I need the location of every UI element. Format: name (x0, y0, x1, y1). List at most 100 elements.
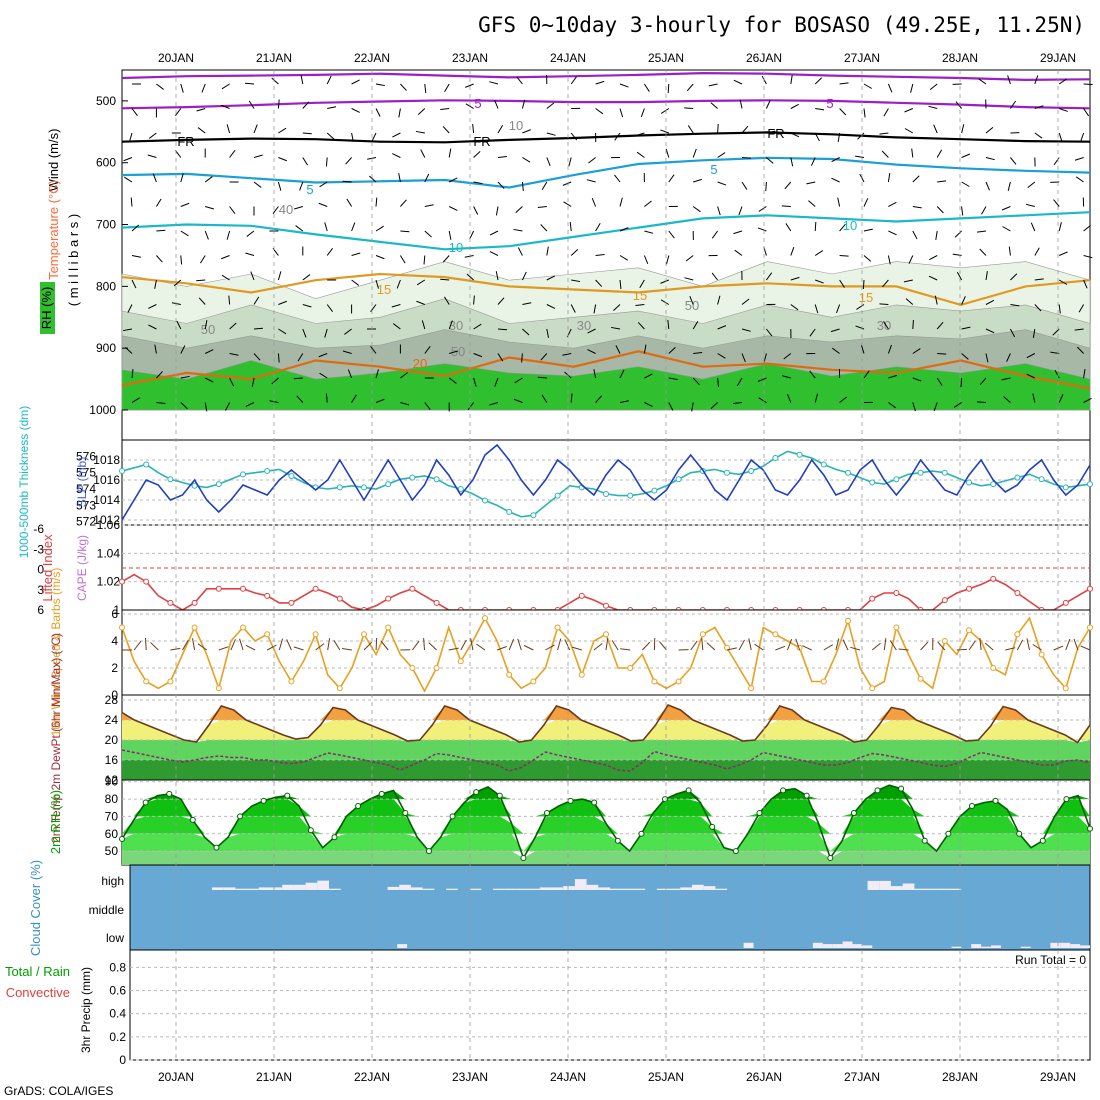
wind-barb (570, 393, 573, 403)
rh2m-point (142, 799, 149, 806)
thickness-point (191, 482, 198, 489)
wind10-barb (641, 641, 651, 651)
wind-barb (935, 230, 938, 240)
wind10-point (893, 624, 900, 631)
wind-barb (351, 79, 360, 85)
wind-barb (912, 230, 918, 240)
wind-barb (370, 304, 377, 312)
wind-barb (204, 377, 214, 383)
wind-barb (1025, 203, 1035, 207)
wind-barb (1010, 304, 1020, 307)
wind-barb (131, 279, 137, 289)
wind-barb (888, 374, 898, 379)
wind-barb (521, 271, 527, 281)
wind-barb (562, 181, 572, 186)
wind-barb (324, 222, 328, 232)
wind-barb (1001, 377, 1011, 381)
wind-barb (319, 181, 328, 188)
rh2m-point (756, 809, 763, 816)
cloud-bar-low (951, 946, 962, 948)
wind-barb (156, 83, 164, 90)
wind10-point (554, 624, 561, 631)
cloud-bar-high (504, 888, 517, 890)
wind-barb (351, 132, 354, 142)
wind-barb (473, 353, 483, 358)
thickness-point (336, 484, 343, 491)
wind-barb (928, 105, 938, 109)
wind-barb (929, 83, 938, 91)
wind10-point (1014, 631, 1021, 638)
wind-barb (180, 230, 189, 237)
ytick-left: 575 (76, 466, 96, 480)
date-label-bottom: 24JAN (550, 1070, 586, 1084)
rh2m-point (945, 830, 952, 837)
ytick-li: 6 (37, 603, 44, 617)
wind-barb (449, 350, 458, 354)
wind10-barb (605, 638, 609, 651)
wind-barb (790, 276, 800, 281)
wind-barb (562, 353, 572, 356)
wind10-point (215, 685, 222, 692)
wind-barb (278, 328, 287, 335)
wind-barb (204, 176, 213, 183)
wind-barb (809, 328, 816, 337)
wind-barb (180, 83, 184, 93)
ylabel-cape: CAPE (J/kg) (75, 535, 89, 601)
panel-cloud-cover: high middle low Cloud Cover (%) (28, 860, 1091, 956)
cloud-bar-low (812, 942, 823, 948)
wind-barb (540, 353, 548, 361)
wind-barb (912, 175, 920, 183)
cloud-level-label: low (106, 931, 124, 945)
wind-barb (1026, 353, 1036, 359)
ytick-label: 16 (105, 753, 119, 767)
cape-point (869, 595, 876, 602)
wind10-barb (690, 640, 698, 651)
wind10-point (530, 678, 537, 685)
wind-barb (934, 295, 938, 305)
wind-barb (883, 108, 889, 117)
cloud-bar-high (598, 887, 610, 890)
wind-barb (180, 345, 186, 354)
wind-barb (250, 271, 255, 281)
wind10-barb (341, 648, 352, 651)
wind-barb (546, 275, 556, 281)
date-label-top: 22JAN (354, 51, 390, 65)
cloud-bar-high (422, 888, 435, 890)
wind-barb (961, 206, 964, 216)
wind-barb (912, 206, 922, 209)
wind-barb (466, 273, 474, 281)
ytick-li: -3 (33, 542, 44, 556)
wind10-barb (523, 645, 534, 651)
thickness-point (966, 479, 972, 486)
wind-barb (831, 177, 840, 183)
wind-barb (1027, 181, 1036, 189)
wind10-barb (659, 641, 667, 651)
wind-barb (814, 250, 824, 256)
wind-barb (131, 255, 141, 258)
ytick-left: 572 (76, 515, 96, 529)
wind10-point (506, 671, 513, 678)
wind-barb (375, 108, 381, 117)
cape-point (409, 585, 416, 592)
wind10-barb (266, 644, 277, 651)
cloud-bar-high (410, 887, 423, 890)
cloud-bar-high (668, 888, 681, 890)
wind10-barb (968, 640, 976, 651)
wind10-point (941, 638, 948, 645)
thickness-point (264, 468, 271, 475)
wind-barb (1010, 157, 1017, 165)
dewpt-line (121, 749, 1091, 772)
cape-point (119, 578, 125, 585)
wind-barb (131, 397, 140, 403)
wind10-barb (593, 643, 603, 651)
wind-barb (277, 99, 280, 109)
cloud-bar-high (574, 879, 587, 890)
wind-barb (717, 152, 726, 158)
wind-barb (391, 304, 401, 308)
wind-barb (1008, 246, 1011, 256)
wind-barb (440, 278, 450, 281)
ytick-label: 1000 (89, 403, 116, 417)
date-label-bottom: 23JAN (452, 1070, 488, 1084)
